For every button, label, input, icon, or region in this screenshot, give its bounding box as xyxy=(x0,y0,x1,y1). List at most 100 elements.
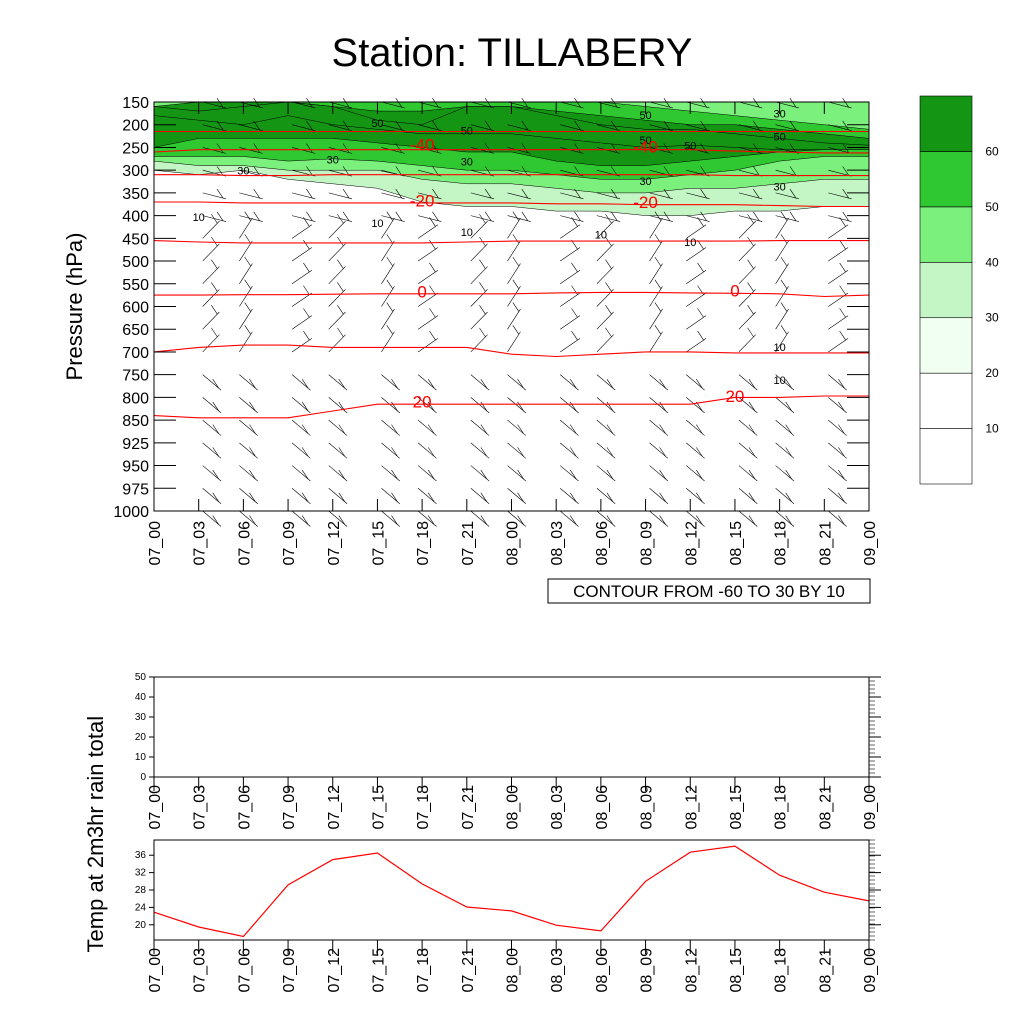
time-tick-label: 08_03 xyxy=(549,521,566,566)
wind-barb xyxy=(738,147,763,154)
wind-barb-feather xyxy=(429,330,436,341)
wind-barb xyxy=(328,243,346,262)
x-tick-label: 09_00 xyxy=(862,785,879,830)
wind-barb xyxy=(560,215,584,222)
x-tick-label: 08_03 xyxy=(549,948,566,993)
wind-barb-feather xyxy=(610,98,618,108)
wind-barb-feather xyxy=(574,211,581,221)
wind-barb-feather xyxy=(785,469,792,480)
temp-contour-label: -20 xyxy=(410,192,435,211)
wind-barb xyxy=(239,192,263,200)
x-tick-label: 07_03 xyxy=(192,948,209,993)
wind-barb-feather xyxy=(748,469,756,480)
wind-barb xyxy=(418,124,442,131)
wind-barb xyxy=(560,192,584,200)
wind-barb-feather xyxy=(212,447,219,457)
temp-contour-20 xyxy=(153,395,869,419)
wind-barb xyxy=(738,334,756,353)
colorbar-tick-label: 10 xyxy=(985,422,999,436)
wind-barb xyxy=(649,192,673,200)
wind-barb xyxy=(507,215,531,222)
wind-barb-feather xyxy=(479,304,486,315)
wind-barb-feather xyxy=(216,143,224,153)
wind-barb xyxy=(775,308,789,330)
wind-barb xyxy=(381,308,395,330)
time-tick-label: 08_06 xyxy=(594,521,611,566)
wind-contour-label: 10 xyxy=(371,218,383,230)
wind-barb-feather xyxy=(427,424,435,434)
wind-barb-feather xyxy=(337,259,344,269)
wind-barb xyxy=(202,220,220,239)
wind-barb-feather xyxy=(663,143,671,153)
x-tick-label: 08_15 xyxy=(728,785,745,830)
wind-barb-feather xyxy=(480,424,488,434)
wind-barb-feather xyxy=(391,379,398,389)
wind-barb-feather xyxy=(747,214,754,224)
wind-barb xyxy=(291,315,313,330)
wind-barb xyxy=(202,289,220,307)
y-tick-label: 20 xyxy=(135,732,147,743)
wind-barb-feather xyxy=(432,211,439,221)
wind-barb xyxy=(202,266,220,284)
wind-barb-feather xyxy=(521,120,529,131)
wind-barb-feather xyxy=(253,120,260,131)
x-tick-label: 07_09 xyxy=(281,785,298,830)
wind-barb-feather xyxy=(216,211,224,221)
wind-barb-feather xyxy=(216,98,224,108)
wind-barb-feather xyxy=(842,120,849,131)
wind-barb xyxy=(239,240,253,262)
temp-contour--20 xyxy=(154,201,869,208)
temp-contour-label: -20 xyxy=(633,193,658,212)
wind-barb xyxy=(828,292,849,307)
x-tick-label: 07_12 xyxy=(326,948,343,993)
x-tick-label: 08_18 xyxy=(773,785,790,830)
wind-barb xyxy=(560,338,581,353)
wind-barb xyxy=(202,147,227,154)
wind-barb-feather xyxy=(610,188,618,199)
wind-barb xyxy=(560,224,581,239)
temp-contour-label: 0 xyxy=(417,282,426,301)
wind-barb-feather xyxy=(838,401,845,412)
wind-barb-feather xyxy=(306,143,313,153)
x-tick-label: 08_12 xyxy=(683,948,700,993)
wind-barb-feather xyxy=(391,469,398,480)
wind-barb-feather xyxy=(696,424,703,434)
wind-barb xyxy=(686,292,707,307)
wind-barb-feather xyxy=(654,279,662,289)
pressure-tick-label: 750 xyxy=(122,368,149,385)
wind-barb xyxy=(291,215,316,222)
wind-barb xyxy=(507,240,521,262)
wind-barb-feather xyxy=(659,469,666,480)
x-tick-label: 07_21 xyxy=(460,948,477,993)
wind-barb-feather xyxy=(747,282,754,292)
wind-barb-feather xyxy=(303,240,310,250)
wind-barb-feather xyxy=(306,211,313,221)
wind-barb xyxy=(417,224,439,239)
colorbar-bin xyxy=(919,151,973,208)
wind-barb-feather xyxy=(244,211,251,221)
wind-barb-feather xyxy=(338,424,346,434)
wind-barb-feather xyxy=(610,120,618,131)
wind-barb xyxy=(738,311,756,330)
y-tick-label: 10 xyxy=(135,752,147,763)
x-tick-label: 08_21 xyxy=(817,785,834,830)
rain-plot-frame xyxy=(153,676,870,778)
wind-barb-feather xyxy=(342,188,350,199)
wind-barb xyxy=(649,217,663,239)
x-tick-label: 07_00 xyxy=(147,785,164,830)
wind-barb-feather xyxy=(391,424,398,434)
wind-barb-feather xyxy=(391,447,398,457)
y-tick-label: 30 xyxy=(135,712,147,723)
wind-barb xyxy=(686,338,707,353)
wind-barb xyxy=(775,240,789,262)
wind-barb-feather xyxy=(700,98,707,108)
wind-barb-feather xyxy=(386,279,394,289)
wind-barb-feather xyxy=(211,327,218,338)
x-tick-label: 07_06 xyxy=(236,785,253,830)
pressure-tick-label: 300 xyxy=(122,163,149,180)
x-tick-label: 08_03 xyxy=(549,785,566,830)
wind-barb-feather xyxy=(303,217,310,227)
wind-barb-feather xyxy=(697,217,704,227)
wind-barb-feather xyxy=(342,98,350,108)
wind-barb-feather xyxy=(659,492,666,502)
